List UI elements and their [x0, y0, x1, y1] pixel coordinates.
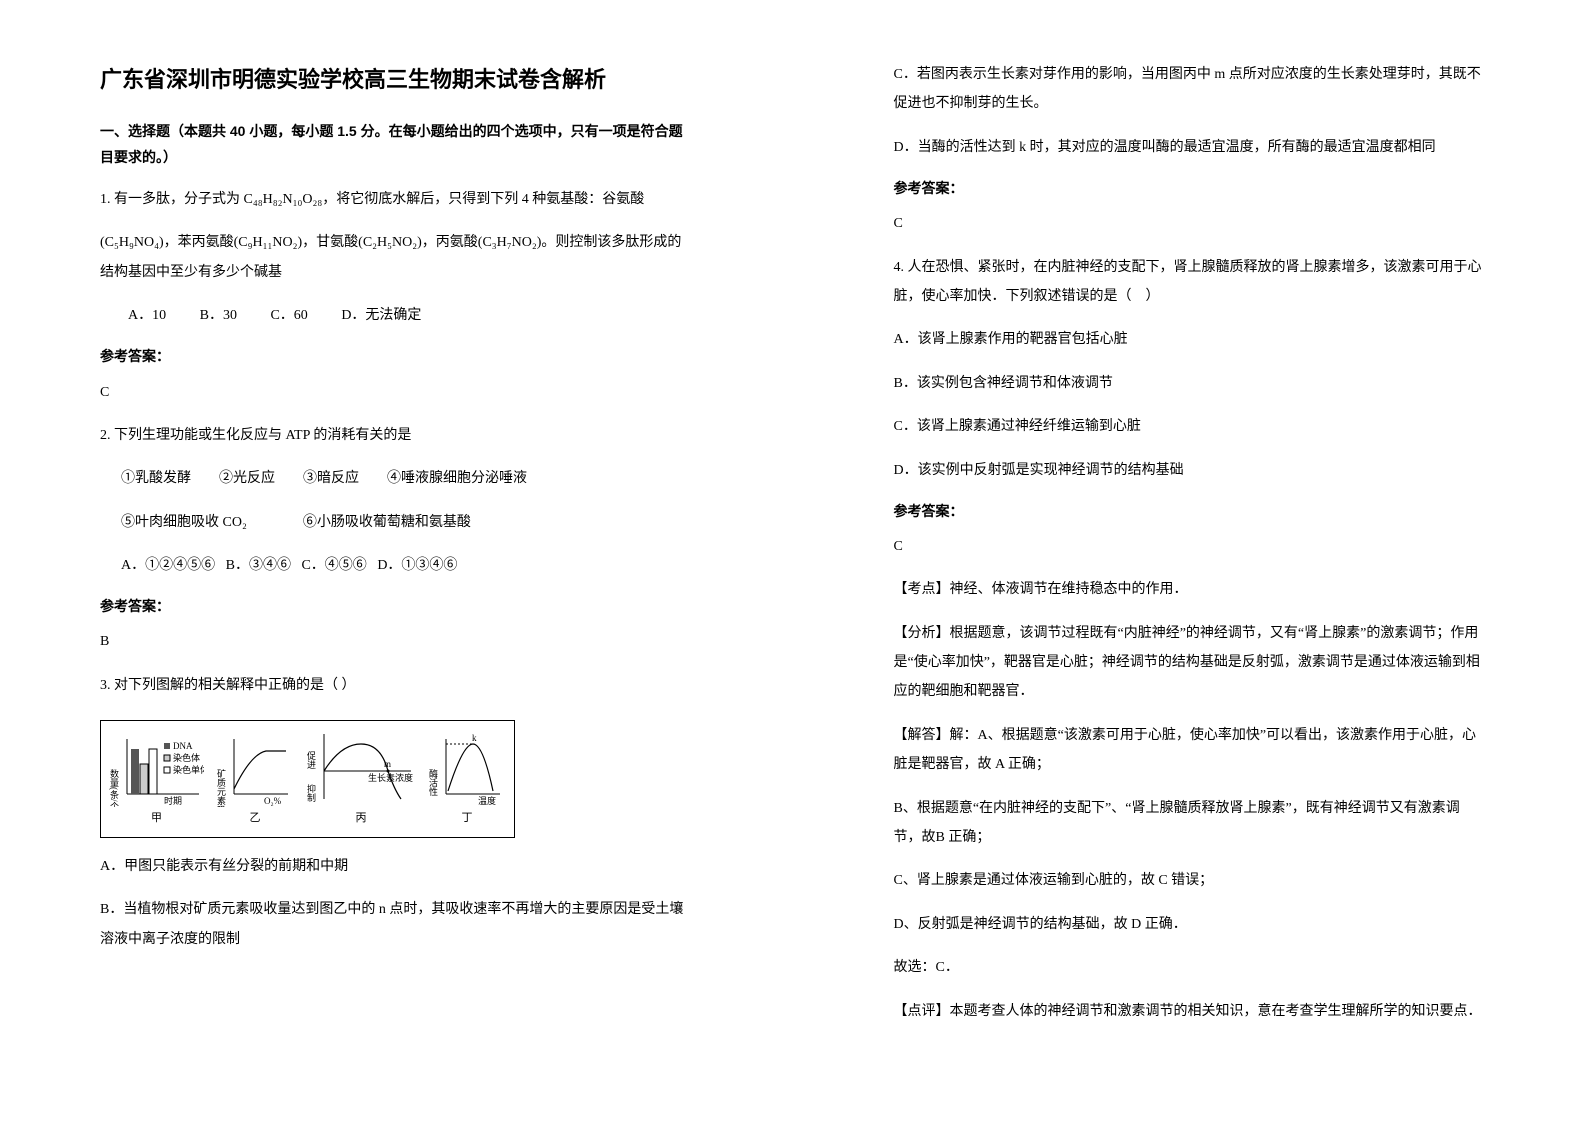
q2-row2: ⑤叶肉细胞吸收 CO₂ ⑥小肠吸收葡萄糖和氨基酸	[100, 508, 694, 537]
q3-answer: C	[894, 211, 1488, 236]
q2-stem: 2. 下列生理功能或生化反应与 ATP 的消耗有关的是	[100, 421, 694, 450]
q3-ref-label: 参考答案：	[894, 176, 1488, 201]
ding-k: k	[472, 733, 477, 743]
q4-jieda-d: D、反射弧是神经调节的结构基础，故 D 正确．	[894, 910, 1488, 939]
panel-label-jia: 甲	[151, 809, 162, 829]
q3-option-d: D．当酶的活性达到 k 时，其对应的温度叫酶的最适宜温度，所有酶的最适宜温度都相…	[894, 133, 1488, 162]
yi-y-label: 矿质元素吸收速率	[216, 768, 226, 807]
q4-jieda-sel: 故选：C．	[894, 953, 1488, 982]
q4-fenxi: 【分析】根据题意，该调节过程既有“内脏神经”的神经调节，又有“肾上腺素”的激素调…	[894, 619, 1488, 707]
q1-options: A．10 B．30 C．60 D．无法确定	[100, 301, 694, 330]
q1-stem-line2: (C₅H₉NO₄)，苯丙氨酸(C₉H₁₁NO₂)，甘氨酸(C₂H₅NO₂)，丙氨…	[100, 228, 694, 287]
q4-kaodian: 【考点】神经、体液调节在维持稳态中的作用．	[894, 575, 1488, 604]
q2-option-a: A．①②④⑤⑥	[121, 558, 215, 573]
jia-y-label: 数量(条/个)	[109, 768, 119, 807]
q1-option-b: B．30	[200, 308, 237, 323]
q4-option-b: B．该实例包含神经调节和体液调节	[894, 369, 1488, 398]
legend-chromatid: 染色单体	[173, 764, 204, 775]
q4-answer: C	[894, 534, 1488, 559]
figure-panel-yi: 矿质元素吸收速率 O₂% 乙	[216, 729, 294, 829]
chart-yi: 矿质元素吸收速率 O₂%	[216, 729, 294, 807]
q2-option-b: B．③④⑥	[226, 558, 291, 573]
bing-m: m	[384, 759, 391, 769]
q2-ref-label: 参考答案：	[100, 594, 694, 619]
bing-y2: 抑制	[306, 783, 316, 802]
q4-jieda-a: 【解答】解：A、根据题意“该激素可用于心脏，使心率加快”可以看出，该激素作用于心…	[894, 721, 1488, 780]
q4-stem: 4. 人在恐惧、紧张时，在内脏神经的支配下，肾上腺髓质释放的肾上腺素增多，该激素…	[894, 253, 1488, 312]
q1-ref-label: 参考答案：	[100, 344, 694, 369]
legend-chrom: 染色体	[173, 752, 200, 763]
bar-chromatid	[149, 749, 157, 794]
bing-y1: 促进	[306, 750, 316, 769]
yi-x-label: O₂%	[264, 796, 282, 806]
q3-option-a: A．甲图只能表示有丝分裂的前期和中期	[100, 852, 694, 881]
figure-panel-jia: 数量(条/个) DNA 染色体 染色单体 时期 甲	[109, 729, 204, 829]
q4-dianping: 【点评】本题考查人体的神经调节和激素调节的相关知识，意在考查学生理解所学的知识要…	[894, 997, 1488, 1026]
q3-figure: 数量(条/个) DNA 染色体 染色单体 时期 甲	[100, 720, 515, 838]
q4-jieda-b: B、根据题意“在内脏神经的支配下”、“肾上腺髓质释放肾上腺素”，既有神经调节又有…	[894, 794, 1488, 853]
q4-ref-label: 参考答案：	[894, 499, 1488, 524]
q4-option-c: C．该肾上腺素通过神经纤维运输到心脏	[894, 412, 1488, 441]
q2-option-d: D．①③④⑥	[377, 558, 457, 573]
left-column: 广东省深圳市明德实验学校高三生物期末试卷含解析 一、选择题（本题共 40 小题，…	[0, 60, 774, 1122]
q1-option-a: A．10	[128, 308, 166, 323]
ding-x-label: 温度	[478, 795, 496, 806]
q2-options: A．①②④⑤⑥ B．③④⑥ C．④⑤⑥ D．①③④⑥	[100, 551, 694, 580]
panel-label-bing: 丙	[356, 809, 367, 829]
page-title: 广东省深圳市明德实验学校高三生物期末试卷含解析	[100, 60, 694, 100]
panel-label-ding: 丁	[462, 809, 473, 829]
q1-option-c: C．60	[270, 308, 307, 323]
bar-dna	[131, 749, 139, 794]
right-column: C．若图丙表示生长素对芽作用的影响，当用图丙中 m 点所对应浓度的生长素处理芽时…	[814, 60, 1587, 1122]
panel-label-yi: 乙	[250, 809, 261, 829]
figure-panel-bing: 促进 抑制 m 生长素浓度 丙	[306, 729, 416, 829]
chart-jia: 数量(条/个) DNA 染色体 染色单体 时期	[109, 729, 204, 807]
q2-answer: B	[100, 629, 694, 654]
bing-x-label: 生长素浓度	[368, 772, 413, 783]
q1-option-d: D．无法确定	[341, 308, 421, 323]
jia-x-label: 时期	[164, 795, 182, 806]
bar-chrom	[140, 764, 148, 794]
q4-option-d: D．该实例中反射弧是实现神经调节的结构基础	[894, 456, 1488, 485]
q2-row1: ①乳酸发酵 ②光反应 ③暗反应 ④唾液腺细胞分泌唾液	[100, 464, 694, 493]
legend-dna: DNA	[173, 741, 193, 751]
q3-option-b: B．当植物根对矿质元素吸收量达到图乙中的 n 点时，其吸收速率不再增大的主要原因…	[100, 895, 694, 954]
q3-stem: 3. 对下列图解的相关解释中正确的是（ ）	[100, 671, 694, 700]
ding-y-label: 酶活性	[428, 768, 438, 797]
figure-panel-ding: 酶活性 k 温度 丁	[428, 729, 506, 829]
chart-bing: 促进 抑制 m 生长素浓度	[306, 729, 416, 807]
q1-answer: C	[100, 380, 694, 405]
chart-ding: 酶活性 k 温度	[428, 729, 506, 807]
q1-stem-line1: 1. 有一多肽，分子式为 C₄₈H₈₂N₁₀O₂₈，将它彻底水解后，只得到下列 …	[100, 185, 694, 214]
q3-option-c: C．若图丙表示生长素对芽作用的影响，当用图丙中 m 点所对应浓度的生长素处理芽时…	[894, 60, 1488, 119]
q4-option-a: A．该肾上腺素作用的靶器官包括心脏	[894, 325, 1488, 354]
q4-jieda-c: C、肾上腺素是通过体液运输到心脏的，故 C 错误；	[894, 866, 1488, 895]
q2-option-c: C．④⑤⑥	[301, 558, 366, 573]
section-header: 一、选择题（本题共 40 小题，每小题 1.5 分。在每小题给出的四个选项中，只…	[100, 118, 694, 171]
